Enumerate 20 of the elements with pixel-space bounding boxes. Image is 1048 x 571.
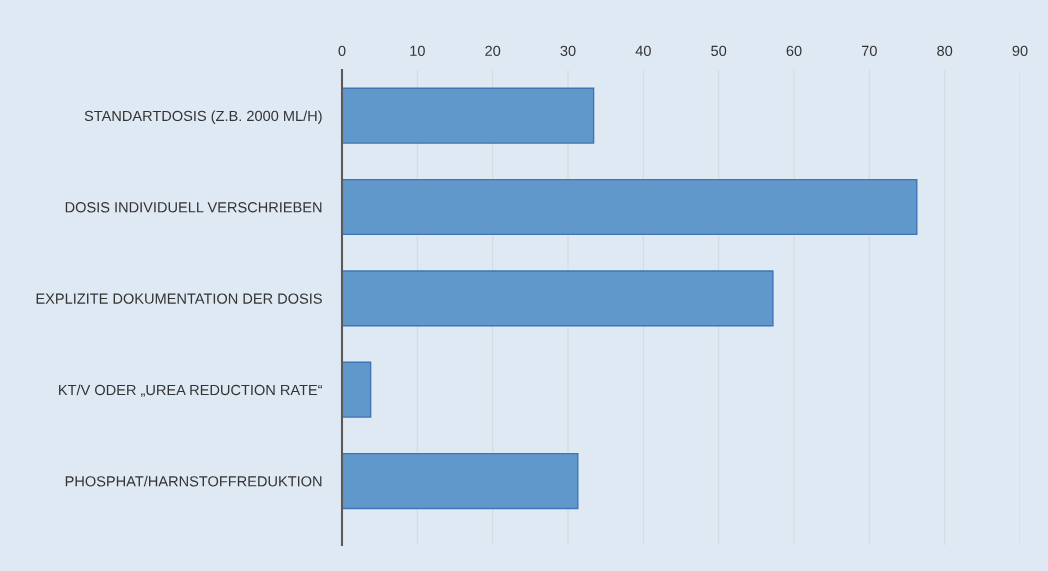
x-tick-label: 10 (410, 45, 425, 57)
x-tick-label: 90 (1012, 45, 1028, 57)
bar (342, 452, 579, 510)
x-tick-label: 50 (711, 45, 727, 57)
y-tick-label: EXPLIZITE DOKUMENTATION DER DOSIS (36, 293, 322, 304)
y-tick-label: DOSIS INDIVIDUELL VERSCHRIEBEN (65, 202, 322, 213)
x-tick-label: 60 (786, 45, 802, 57)
x-tick-label: 20 (485, 45, 501, 57)
x-tick-label: 30 (560, 45, 576, 57)
bar (342, 270, 774, 327)
y-tick-label: PHOSPHAT/HARNSTOFFREDUKTION (65, 475, 322, 487)
bar (342, 178, 918, 236)
y-tick-label: STANDARTDOSIS (Z.B. 2000 ML/H) (84, 110, 322, 124)
x-tick-label: 70 (861, 45, 877, 57)
x-tick-label: 0 (338, 45, 346, 57)
x-tick-label: 40 (635, 45, 651, 57)
x-tick-label: 80 (937, 45, 953, 57)
bar (342, 361, 372, 418)
bar (342, 87, 595, 144)
y-tick-label: KT/V ODER „UREA REDUCTION RATE“ (59, 384, 323, 397)
